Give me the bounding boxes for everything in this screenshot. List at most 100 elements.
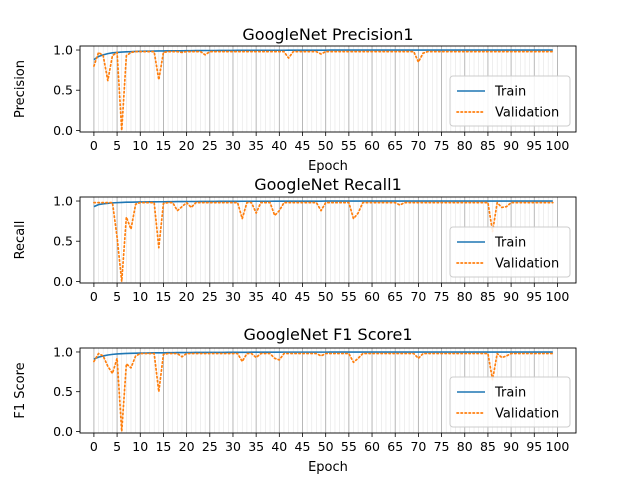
data-point xyxy=(191,51,192,52)
data-point xyxy=(255,357,256,358)
data-point xyxy=(520,351,521,352)
data-point xyxy=(191,353,192,354)
x-tick-label: 55 xyxy=(341,439,357,454)
data-point xyxy=(399,200,400,201)
data-point xyxy=(209,353,210,354)
data-point xyxy=(552,202,553,203)
x-tick-label: 70 xyxy=(410,138,426,153)
data-point xyxy=(418,351,419,352)
data-point xyxy=(450,200,451,201)
data-point xyxy=(510,202,511,203)
y-tick-label: 0.0 xyxy=(53,123,73,138)
data-point xyxy=(214,353,215,354)
data-point xyxy=(265,353,266,354)
data-point xyxy=(344,49,345,50)
data-point xyxy=(459,49,460,50)
data-point xyxy=(325,202,326,203)
data-point xyxy=(496,353,497,354)
data-point xyxy=(413,351,414,352)
data-point xyxy=(177,201,178,202)
data-point xyxy=(404,202,405,203)
data-point xyxy=(446,200,447,201)
data-point xyxy=(404,49,405,50)
x-tick-label: 65 xyxy=(387,138,403,153)
x-tick-label: 45 xyxy=(295,138,311,153)
data-point xyxy=(427,351,428,352)
x-tick-label: 45 xyxy=(295,289,311,304)
data-point xyxy=(204,50,205,51)
data-point xyxy=(320,49,321,50)
data-point xyxy=(98,56,99,57)
data-point xyxy=(265,201,266,202)
legend-box xyxy=(449,226,571,278)
data-point xyxy=(524,351,525,352)
data-point xyxy=(510,51,511,52)
data-point xyxy=(297,351,298,352)
data-point xyxy=(478,353,479,354)
data-point xyxy=(293,202,294,203)
data-point xyxy=(223,353,224,354)
data-point xyxy=(552,200,553,201)
data-point xyxy=(450,351,451,352)
data-point xyxy=(381,51,382,52)
data-point xyxy=(93,202,94,203)
data-point xyxy=(422,49,423,50)
data-point xyxy=(534,353,535,354)
data-point xyxy=(265,202,266,203)
data-point xyxy=(163,354,164,355)
data-point xyxy=(399,204,400,205)
data-point xyxy=(367,200,368,201)
data-point xyxy=(543,353,544,354)
data-point xyxy=(279,210,280,211)
x-tick-label: 15 xyxy=(155,138,171,153)
data-point xyxy=(492,351,493,352)
data-point xyxy=(288,202,289,203)
legend: Train Validation xyxy=(449,226,571,278)
data-point xyxy=(547,202,548,203)
data-point xyxy=(204,201,205,202)
y-tick-label: 0.0 xyxy=(53,424,73,439)
data-point xyxy=(293,351,294,352)
data-point xyxy=(506,206,507,207)
data-point xyxy=(357,49,358,50)
data-point xyxy=(450,49,451,50)
data-point xyxy=(413,202,414,203)
chart-panel-3: GoogleNet F1 Score1 0 5 10 15 20 25 30 35 40 45 50 5… xyxy=(13,325,577,475)
data-point xyxy=(126,202,127,203)
data-point xyxy=(306,49,307,50)
data-point xyxy=(297,202,298,203)
data-point xyxy=(302,51,303,52)
data-point xyxy=(218,202,219,203)
data-point xyxy=(413,51,414,52)
data-point xyxy=(311,351,312,352)
data-point xyxy=(274,358,275,359)
data-point xyxy=(487,49,488,50)
data-point xyxy=(181,52,182,53)
data-point xyxy=(483,202,484,203)
data-point xyxy=(98,356,99,357)
data-point xyxy=(232,202,233,203)
x-tick-label: 70 xyxy=(410,289,426,304)
data-point xyxy=(348,202,349,203)
data-point xyxy=(265,51,266,52)
data-point xyxy=(469,351,470,352)
legend-label-train: Train xyxy=(494,85,526,100)
y-tick-label: 1.0 xyxy=(53,194,73,209)
data-point xyxy=(144,51,145,52)
data-point xyxy=(446,351,447,352)
data-point xyxy=(172,51,173,52)
x-tick-label: 20 xyxy=(179,289,195,304)
data-point xyxy=(357,200,358,201)
data-point xyxy=(348,51,349,52)
data-point xyxy=(367,49,368,50)
x-tick-label: 80 xyxy=(457,138,473,153)
data-point xyxy=(163,52,164,53)
data-point xyxy=(520,49,521,50)
data-point xyxy=(288,57,289,58)
x-tick-label: 30 xyxy=(225,289,241,304)
data-point xyxy=(237,51,238,52)
data-point xyxy=(191,207,192,208)
data-point xyxy=(302,202,303,203)
data-point xyxy=(515,49,516,50)
data-point xyxy=(302,351,303,352)
